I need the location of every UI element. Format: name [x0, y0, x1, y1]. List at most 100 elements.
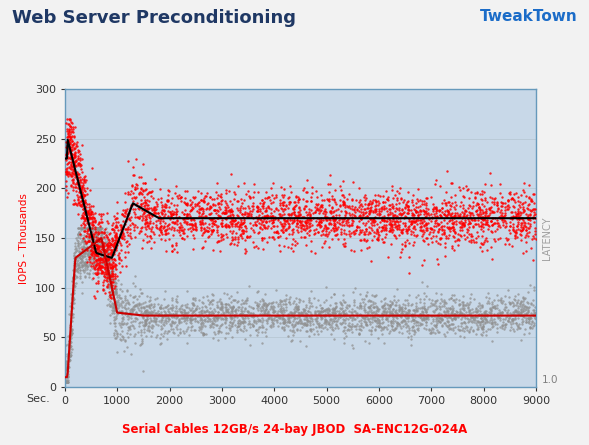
Point — [118, 217, 128, 224]
Point — [150, 312, 159, 319]
Point — [468, 313, 477, 320]
Point — [329, 291, 339, 298]
Point — [68, 293, 77, 300]
Point — [63, 355, 72, 362]
Point — [319, 207, 329, 214]
Point — [428, 325, 438, 332]
Point — [374, 316, 383, 324]
Point — [214, 324, 224, 331]
Point — [150, 208, 159, 215]
Point — [209, 206, 219, 213]
Point — [384, 205, 393, 212]
Point — [131, 206, 140, 213]
Point — [378, 198, 388, 205]
Point — [482, 311, 492, 318]
Point — [310, 208, 320, 215]
Point — [100, 253, 109, 260]
Point — [483, 319, 492, 326]
Point — [363, 321, 372, 328]
Point — [134, 312, 144, 319]
Point — [97, 269, 107, 276]
Point — [521, 227, 531, 234]
Point — [517, 301, 527, 308]
Point — [378, 313, 387, 320]
Point — [363, 205, 372, 212]
Point — [228, 216, 237, 223]
Point — [331, 320, 340, 328]
Point — [528, 323, 538, 330]
Point — [223, 208, 233, 215]
Point — [141, 215, 151, 222]
Point — [491, 214, 500, 221]
Point — [404, 239, 413, 247]
Point — [489, 209, 498, 216]
Point — [327, 317, 336, 324]
Point — [159, 224, 168, 231]
Point — [123, 287, 132, 294]
Point — [134, 206, 143, 213]
Point — [288, 317, 297, 324]
Point — [167, 210, 177, 217]
Point — [80, 197, 90, 204]
Point — [104, 254, 113, 261]
Point — [214, 237, 224, 244]
Point — [525, 324, 535, 332]
Point — [163, 229, 173, 236]
Point — [138, 303, 148, 310]
Point — [305, 304, 314, 311]
Point — [431, 203, 441, 210]
Point — [446, 217, 455, 224]
Point — [214, 200, 223, 207]
Point — [86, 225, 95, 232]
Point — [325, 320, 334, 327]
Point — [401, 313, 410, 320]
Point — [466, 323, 476, 330]
Point — [88, 248, 97, 255]
Point — [67, 299, 77, 307]
Point — [498, 200, 508, 207]
Point — [85, 238, 95, 245]
Point — [94, 227, 103, 234]
Point — [78, 247, 88, 255]
Point — [174, 316, 184, 324]
Point — [460, 207, 469, 214]
Point — [63, 363, 72, 370]
Point — [411, 313, 420, 320]
Point — [82, 243, 91, 251]
Point — [327, 308, 336, 315]
Point — [214, 327, 224, 334]
Point — [310, 311, 320, 318]
Point — [231, 190, 240, 198]
Point — [92, 230, 102, 237]
Point — [91, 248, 100, 255]
Point — [311, 226, 320, 233]
Point — [431, 212, 440, 219]
Point — [294, 204, 304, 211]
Point — [358, 323, 368, 330]
Point — [434, 222, 443, 229]
Point — [183, 200, 192, 207]
Point — [67, 351, 76, 358]
Point — [513, 307, 522, 315]
Point — [495, 223, 505, 231]
Point — [88, 253, 97, 260]
Text: Serial Cables 12GB/s 24-bay JBOD  SA-ENC12G-024A: Serial Cables 12GB/s 24-bay JBOD SA-ENC1… — [122, 423, 467, 436]
Point — [213, 179, 222, 186]
Point — [187, 300, 197, 307]
Point — [79, 205, 88, 212]
Point — [78, 243, 88, 250]
Point — [529, 235, 538, 242]
Point — [174, 214, 184, 221]
Point — [138, 299, 148, 307]
Point — [216, 194, 226, 201]
Point — [455, 312, 465, 319]
Point — [91, 233, 101, 240]
Point — [508, 303, 517, 310]
Point — [117, 328, 127, 335]
Point — [454, 325, 463, 332]
Point — [482, 219, 491, 226]
Point — [188, 296, 198, 303]
Point — [92, 238, 102, 245]
Point — [75, 264, 84, 271]
Point — [272, 310, 282, 317]
